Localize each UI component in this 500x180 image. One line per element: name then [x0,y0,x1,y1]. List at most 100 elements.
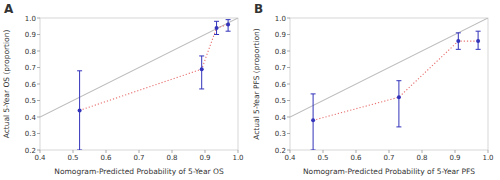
x-tick-label: 0.6 [100,154,112,162]
error-bar-cap [311,93,316,94]
x-tick [172,150,173,153]
y-tick-label: 0.9 [275,31,286,39]
y-tick [287,100,290,101]
y-tick [287,51,290,52]
x-tick-label: 0.7 [133,154,144,162]
plot-data [40,18,238,150]
y-tick-label: 0.2 [275,147,286,155]
error-bar [226,20,231,32]
chart: A 0.4 0.5 0.6 0.7 0.8 0.9 1.0 0.2 0.3 0.4 0.5 0.6 0.7… [0,0,500,180]
x-tick-label: 0.6 [350,154,362,162]
x-tick-label: 0.4 [284,154,296,162]
x-tick [389,150,390,153]
error-bar-cap [476,49,481,50]
y-tick [37,117,40,118]
x-tick-label: 0.4 [34,154,46,162]
x-axis-label: Nomogram-Predicted Probability of 5-Year… [54,167,224,176]
point [397,95,401,99]
x-tick [73,150,74,153]
y-tick-label: 1.0 [275,15,286,23]
y-tick-label: 0.2 [25,147,36,155]
error-bar [476,31,481,49]
x-tick [422,150,423,153]
x-tick [323,150,324,153]
y-tick [287,34,290,35]
error-bar-cap [77,70,82,71]
x-tick-label: 0.8 [416,154,427,162]
x-tick [205,150,206,153]
plot-frame [290,18,488,150]
y-tick [287,84,290,85]
y-tick-label: 1.0 [25,15,36,23]
error-bar-cap [214,34,219,35]
y-tick [37,100,40,101]
y-tick-label: 0.3 [275,130,286,138]
error-bar-cap [396,80,401,81]
y-tick-label: 0.8 [25,48,36,56]
error-bar [311,94,316,150]
x-tick-label: 1.0 [482,154,493,162]
x-tick-label: 0.9 [449,154,460,162]
y-tick [37,51,40,52]
y-tick-label: 0.7 [275,64,286,72]
y-tick-label: 0.3 [25,130,36,138]
y-tick [37,34,40,35]
panel: A0.40.50.60.70.80.91.00.20.30.40.50.60.7… [2,2,244,176]
error-bar-cap [476,31,481,32]
error-bar [396,81,401,127]
y-tick [287,117,290,118]
reference-line [290,18,488,117]
error-bar-stem [398,81,399,127]
error-bar-stem [201,56,202,89]
x-tick [238,150,239,153]
point [78,108,82,112]
point [311,118,315,122]
y-tick [287,67,290,68]
y-tick-label: 0.8 [275,48,286,56]
calibration-line [80,25,229,111]
panel-title: A [4,2,14,16]
error-bar [214,21,219,34]
y-tick [37,133,40,134]
panel-title: B [254,2,263,16]
y-tick [287,133,290,134]
error-bar-cap [226,19,231,20]
point [215,26,219,30]
y-tick-label: 0.6 [275,81,287,89]
y-tick-label: 0.9 [25,31,36,39]
x-tick-label: 0.5 [317,154,328,162]
error-bar-cap [199,88,204,89]
y-tick-label: 0.6 [25,81,37,89]
error-bar-cap [396,126,401,127]
point [226,23,230,27]
error-bar [77,71,82,150]
x-tick [106,150,107,153]
calibration-line [313,41,478,120]
panel: B0.40.50.60.70.80.91.00.20.30.40.50.60.7… [252,2,494,176]
y-tick-label: 0.5 [275,97,286,105]
y-tick [37,18,40,19]
point [476,39,480,43]
x-tick [356,150,357,153]
y-tick [37,67,40,68]
plot-frame [40,18,238,150]
x-tick-label: 0.9 [199,154,210,162]
y-tick [37,84,40,85]
y-tick [287,150,290,151]
y-axis-label: Actual 5-Year OS (proportion) [2,30,11,139]
x-tick-label: 0.8 [166,154,177,162]
y-tick-label: 0.4 [25,114,37,122]
error-bar-cap [311,150,316,151]
error-bar-cap [456,32,461,33]
point [200,67,204,71]
y-tick [37,150,40,151]
error-bar-cap [456,49,461,50]
y-tick [287,18,290,19]
x-axis-label: Nomogram-Predicted Probability of 5-Year… [303,167,475,176]
x-tick [488,150,489,153]
x-tick-label: 1.0 [232,154,243,162]
x-tick [455,150,456,153]
error-bar [456,33,461,50]
error-bar-cap [77,150,82,151]
y-tick-label: 0.7 [25,64,36,72]
